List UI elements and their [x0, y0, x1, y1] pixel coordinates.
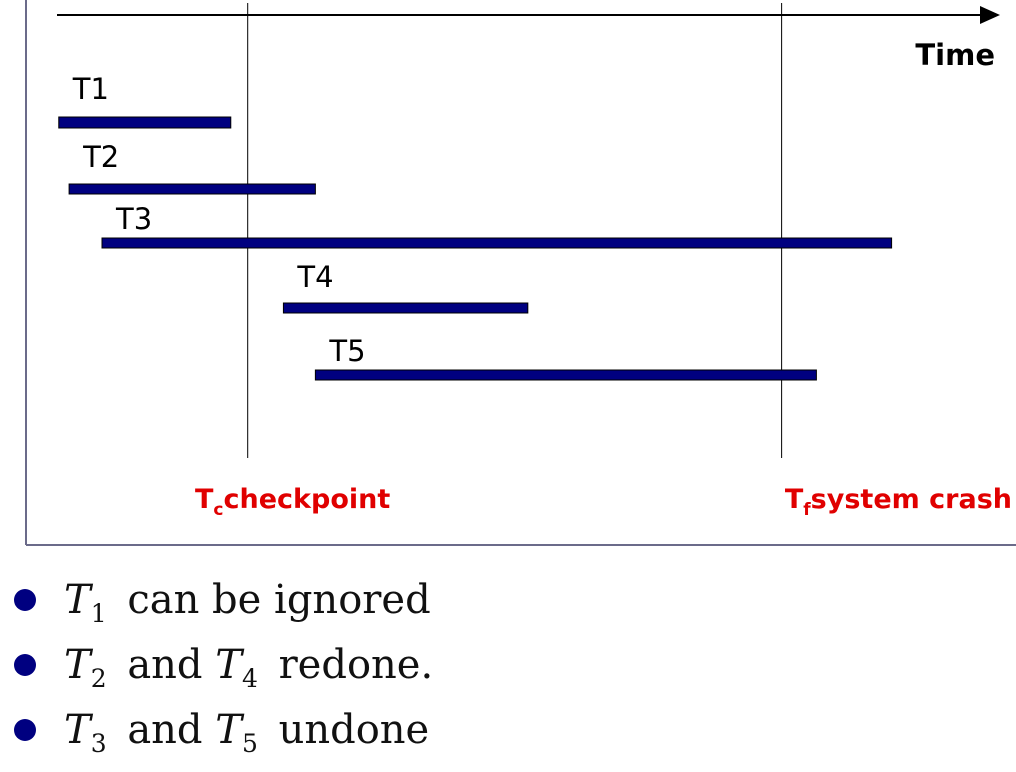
transaction-t4: T4: [282, 260, 529, 314]
transaction-symbol: T: [64, 577, 91, 623]
transaction-subscript: 5: [241, 729, 258, 758]
transaction-t2: T2: [68, 140, 316, 195]
transaction-label: T1: [72, 72, 109, 106]
transaction-subscript: 4: [241, 664, 258, 693]
transaction-label: T5: [328, 334, 365, 368]
bullet-icon: [14, 719, 36, 741]
bullet-icon: [14, 589, 36, 611]
transaction-symbol: T: [215, 642, 242, 688]
transaction-bar: [68, 183, 316, 195]
transaction-label: T4: [296, 260, 333, 294]
transaction-label: T2: [82, 140, 119, 174]
transaction-label: T3: [115, 202, 152, 236]
transaction-t3: T3: [101, 202, 893, 249]
transaction-symbol: T: [215, 707, 242, 753]
time-axis-label: Time: [915, 38, 995, 72]
transaction-bar: [282, 302, 529, 314]
recovery-actions-list: T1 can be ignored T2 and T4 redone. T3 a…: [0, 572, 433, 767]
transaction-symbol: T: [64, 707, 91, 753]
bullet-icon: [14, 654, 36, 676]
time-axis-arrowhead-icon: [980, 6, 1000, 24]
bullet-item-t2-t4: T2 and T4 redone.: [0, 637, 433, 702]
checkpoint-label: Tccheckpoint: [195, 484, 390, 520]
transaction-t5: T5: [314, 334, 817, 381]
transaction-subscript: 2: [90, 664, 107, 693]
bullet-item-t1: T1 can be ignored: [0, 572, 433, 637]
transaction-bar: [314, 369, 817, 381]
transaction-subscript: 1: [90, 599, 107, 628]
recovery-timeline-diagram: Time T1 T2 T3 T4 T5 Tccheckpoint Tfsyste…: [25, 0, 1016, 546]
bullet-text: can be ignored: [127, 577, 431, 623]
bullet-text: undone: [278, 707, 430, 753]
transaction-bar: [58, 116, 232, 129]
system-crash-label: Tfsystem crash: [785, 484, 1012, 520]
transaction-t1: T1: [58, 72, 232, 129]
transaction-bar: [101, 237, 893, 249]
bullet-text: redone.: [278, 642, 434, 688]
bullet-conjunction: and: [127, 642, 203, 688]
transaction-symbol: T: [64, 642, 91, 688]
transaction-subscript: 3: [90, 729, 107, 758]
bullet-item-t3-t5: T3 and T5 undone: [0, 702, 433, 767]
bullet-conjunction: and: [127, 707, 203, 753]
